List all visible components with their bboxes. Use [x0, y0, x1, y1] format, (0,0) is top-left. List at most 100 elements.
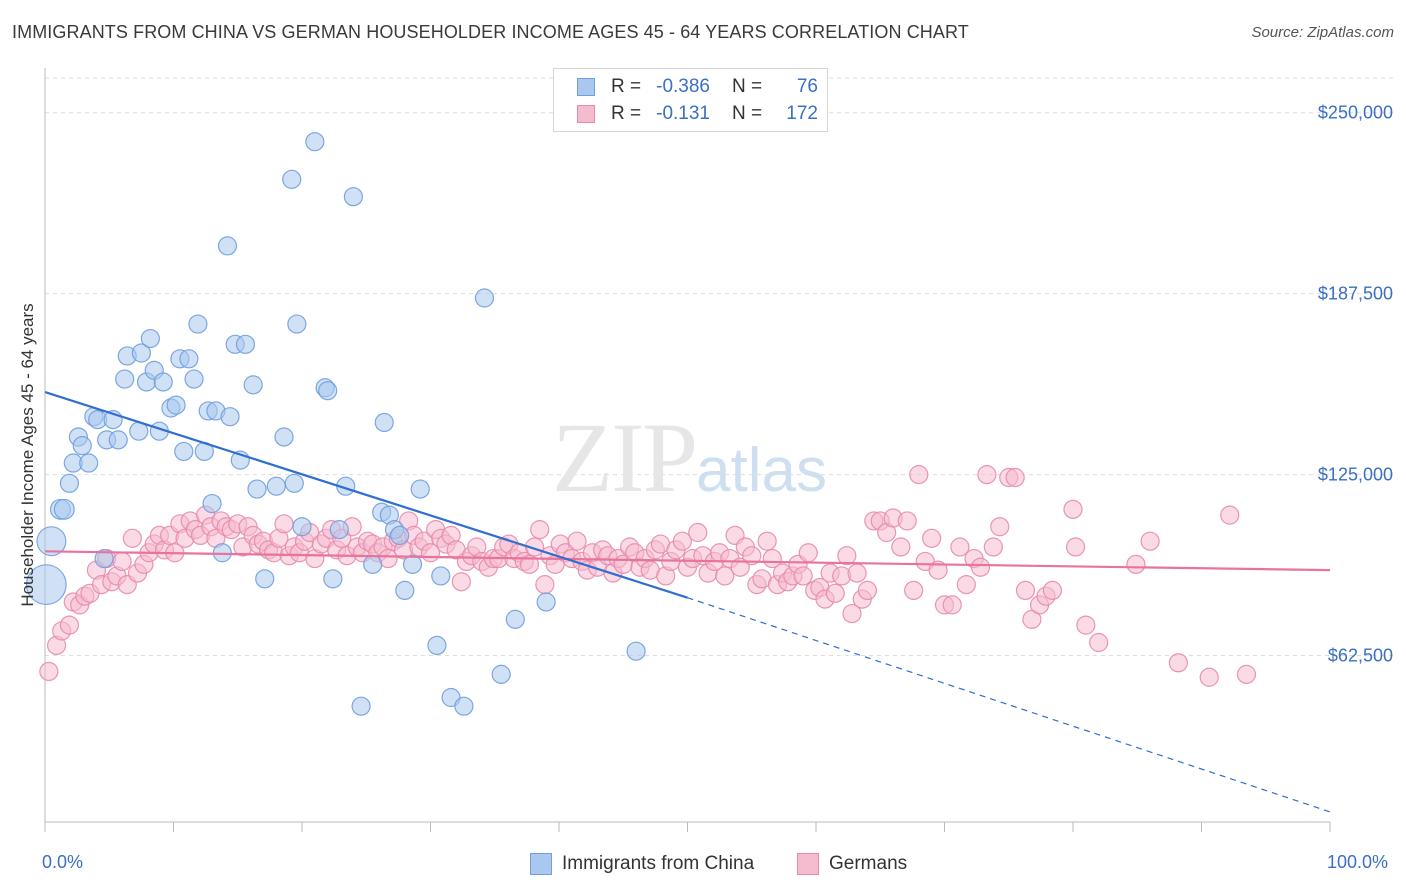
legend-swatch-china	[530, 853, 552, 875]
germans-point	[1063, 499, 1083, 519]
watermark-zip: ZIP	[552, 402, 698, 513]
germans-point	[59, 615, 80, 635]
china-point	[72, 436, 92, 456]
germans-points	[39, 465, 1257, 687]
germans-point	[1005, 467, 1025, 488]
watermark: ZIPatlas	[552, 400, 827, 515]
germans-point	[1126, 554, 1146, 574]
china-point	[140, 328, 160, 349]
china-point	[53, 498, 75, 520]
china-point	[153, 372, 173, 392]
germans-point	[1076, 615, 1096, 635]
germans-point	[688, 522, 708, 543]
germans-point	[1042, 580, 1063, 601]
china-point	[25, 564, 67, 606]
y-tick-label: $187,500	[1318, 284, 1393, 304]
y-tick-label: $125,000	[1318, 465, 1393, 485]
germans-point	[904, 580, 924, 601]
germans-point	[1089, 632, 1109, 653]
china-point	[266, 476, 286, 496]
watermark-atlas: atlas	[696, 436, 827, 505]
germans-point	[1199, 667, 1219, 687]
germans-point	[977, 465, 997, 485]
china-point	[536, 592, 556, 612]
legend-r-label: R =	[611, 103, 642, 124]
germans-point	[956, 575, 976, 595]
legend-r-label: R =	[611, 76, 642, 97]
x-tick-label-min: 0.0%	[42, 852, 84, 872]
germans-point	[970, 557, 991, 577]
china-point	[343, 187, 363, 207]
legend-swatch-germans	[797, 853, 819, 875]
china-point	[287, 314, 307, 334]
china-point	[188, 314, 208, 334]
germans-point	[897, 511, 917, 531]
source-label: Source: ZipAtlas.com	[1251, 24, 1394, 41]
china-trend-line	[44, 391, 688, 599]
germans-point	[1220, 505, 1240, 525]
germans-point	[1065, 537, 1086, 557]
germans-point	[672, 531, 692, 551]
germans-point	[798, 543, 818, 563]
germans-point	[847, 563, 867, 583]
china-point	[491, 664, 511, 684]
china-point	[131, 343, 151, 363]
china-point	[284, 473, 304, 493]
germans-point	[757, 531, 777, 551]
china-point	[427, 635, 447, 656]
china-point	[305, 132, 325, 152]
germans-point	[39, 661, 59, 682]
germans-point	[983, 537, 1003, 557]
china-point	[174, 441, 194, 462]
x-tick-label-max: 100.0%	[1327, 852, 1389, 872]
china-point	[247, 479, 267, 499]
germans-point	[909, 465, 929, 485]
china-point	[351, 696, 371, 716]
china-point	[282, 169, 302, 189]
legend-n-label: N =	[732, 103, 763, 124]
china-point	[626, 641, 646, 661]
china-point	[395, 580, 415, 601]
legend-r-value: -0.386	[656, 76, 710, 97]
china-point	[79, 453, 99, 473]
legend-swatch-germans	[577, 105, 595, 123]
germans-point	[990, 517, 1010, 537]
germans-point	[519, 554, 540, 574]
axes	[44, 68, 1331, 832]
china-point	[454, 696, 474, 716]
china-point	[318, 381, 338, 401]
y-axis-label: Householder Income Ages 45 - 64 years	[18, 303, 37, 607]
germans-point	[842, 603, 862, 624]
china-point	[363, 554, 383, 574]
china-point	[36, 526, 67, 557]
germans-point	[837, 546, 857, 566]
china-point	[59, 473, 80, 493]
china-point	[323, 569, 343, 589]
legend-label-china: Immigrants from China	[562, 853, 755, 874]
germans-point	[950, 537, 970, 557]
china-point	[374, 412, 394, 433]
germans-trend-line	[44, 550, 1331, 572]
germans-point	[928, 560, 948, 580]
china-point	[390, 525, 410, 546]
germans-point	[112, 551, 132, 572]
legend-row-germans: R = -0.131 N = 172	[554, 101, 827, 127]
china-point	[217, 236, 238, 256]
stats-legend: R = -0.386 N = 76 R = -0.131 N = 172	[553, 68, 828, 132]
china-point	[115, 369, 135, 389]
china-point	[274, 427, 294, 447]
china-point	[505, 609, 525, 629]
legend-n-value: 172	[786, 103, 818, 124]
germans-point	[451, 572, 471, 592]
china-point	[431, 566, 451, 586]
germans-point	[567, 531, 587, 551]
germans-point	[1236, 664, 1257, 684]
china-point	[235, 334, 256, 354]
china-point	[179, 349, 199, 369]
legend-label-germans: Germans	[829, 853, 908, 874]
germans-point	[1168, 653, 1188, 673]
legend-swatch-china	[577, 78, 595, 96]
germans-point	[1015, 580, 1036, 601]
germans-point	[535, 575, 555, 595]
china-point	[410, 479, 430, 499]
